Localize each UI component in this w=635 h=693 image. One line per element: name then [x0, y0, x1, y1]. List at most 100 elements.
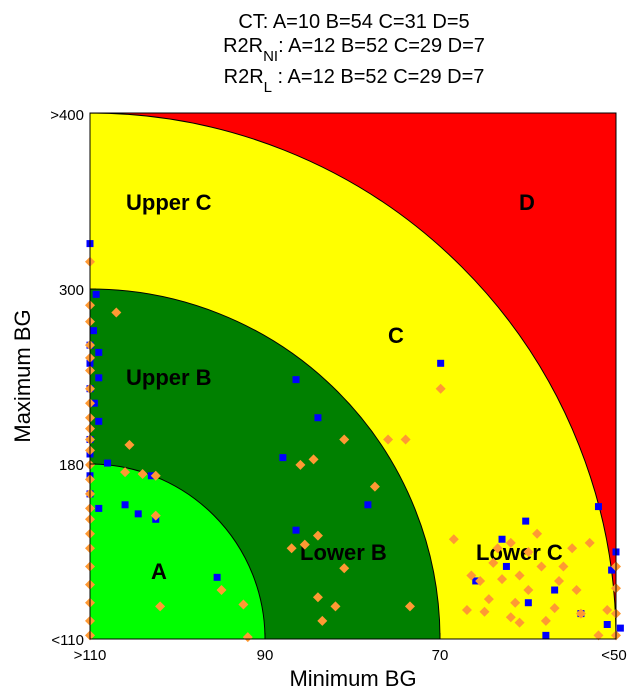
zone-label-upper-c: Upper C: [126, 190, 212, 215]
diamond-marker: [150, 510, 161, 521]
x-tick-label: 90: [257, 647, 274, 664]
diamond-marker: [312, 592, 323, 603]
diamond-marker: [339, 563, 350, 574]
diamond-marker: [308, 454, 319, 465]
diamond-marker: [295, 459, 306, 470]
title-line-3-subscript: L: [264, 79, 272, 96]
square-marker: [603, 620, 611, 628]
diamond-marker: [488, 557, 499, 568]
diamond-marker: [549, 603, 560, 614]
y-tick-label: 180: [59, 457, 84, 474]
diamond-marker: [532, 528, 543, 539]
zone-label-upper-b: Upper B: [126, 365, 212, 390]
y-tick-label: 300: [59, 282, 84, 299]
square-marker: [542, 631, 550, 639]
diamond-marker: [514, 617, 525, 628]
title-line-3: R2RL : A=12 B=52 C=29 D=7: [224, 66, 485, 96]
diamond-marker: [575, 608, 586, 619]
y-axis-label: Maximum BG: [10, 309, 35, 442]
zone-labels: Upper C D C Upper B Lower B Lower C A: [126, 190, 563, 584]
x-tick-labels: >110 90 70 <50: [74, 647, 627, 664]
title-line-2-suffix: : A=12 B=52 C=29 D=7: [278, 35, 485, 57]
square-marker: [524, 599, 532, 607]
diamond-marker: [137, 468, 148, 479]
diamond-marker: [317, 615, 328, 626]
square-marker: [134, 510, 142, 518]
diamond-marker: [312, 530, 323, 541]
zone-a-region: [90, 463, 266, 639]
diamond-marker: [536, 561, 547, 572]
title-line-3-suffix: : A=12 B=52 C=29 D=7: [272, 66, 484, 88]
zone-label-d: D: [519, 190, 535, 215]
square-marker: [92, 290, 100, 298]
square-marker: [522, 517, 530, 525]
zone-label-a: A: [151, 559, 167, 584]
square-marker: [616, 624, 624, 632]
diamond-marker: [461, 604, 472, 615]
zone-label-lower-c: Lower C: [476, 540, 563, 565]
diamond-marker: [523, 585, 534, 596]
diamond-marker: [475, 575, 486, 586]
diamond-marker: [238, 599, 249, 610]
square-marker: [90, 327, 98, 335]
diamond-marker: [150, 470, 161, 481]
title-line-2: R2RNI: A=12 B=52 C=29 D=7: [223, 35, 485, 65]
title-line-2-subscript: NI: [263, 48, 278, 65]
diamond-marker: [339, 434, 350, 445]
diamond-marker: [400, 434, 411, 445]
title-line-3-prefix: R2R: [224, 66, 264, 88]
diamond-marker: [404, 601, 415, 612]
diamond-marker: [523, 546, 534, 557]
diamond-marker: [299, 539, 310, 550]
diamond-marker: [571, 585, 582, 596]
diamond-marker: [540, 615, 551, 626]
y-tick-labels: <110 180 300 >400: [50, 107, 84, 649]
diamond-marker: [567, 543, 578, 554]
square-marker: [95, 374, 103, 382]
chart-title: CT: A=10 B=54 C=31 D=5 R2RNI: A=12 B=52 …: [223, 11, 485, 96]
y-tick-label: <110: [51, 632, 84, 649]
diamond-marker: [483, 594, 494, 605]
square-marker: [292, 526, 300, 534]
square-marker: [279, 454, 287, 462]
zone-label-c: C: [388, 323, 404, 348]
square-marker: [213, 573, 221, 581]
square-marker: [594, 503, 602, 511]
diamond-marker: [558, 561, 569, 572]
diamond-marker: [479, 606, 490, 617]
diamond-marker: [242, 632, 253, 643]
diamond-marker: [497, 574, 508, 585]
square-marker: [104, 459, 112, 467]
diamond-marker: [124, 439, 135, 450]
x-tick-label: 70: [432, 647, 449, 664]
diamond-marker: [514, 570, 525, 581]
diamond-marker: [584, 537, 595, 548]
diamond-marker: [492, 543, 503, 554]
square-marker: [95, 417, 103, 425]
diamond-marker: [155, 601, 166, 612]
square-marker: [608, 566, 616, 574]
y-tick-label: >400: [50, 107, 84, 124]
x-axis-label: Minimum BG: [289, 666, 416, 691]
diamond-marker: [383, 434, 394, 445]
square-marker: [95, 504, 103, 512]
square-marker: [437, 359, 445, 367]
diamond-marker: [505, 612, 516, 623]
diamond-marker: [602, 604, 613, 615]
diamond-marker: [111, 307, 122, 318]
square-marker: [95, 348, 103, 356]
diamond-marker: [330, 601, 341, 612]
diamond-marker: [120, 467, 131, 478]
diamond-marker: [510, 597, 521, 608]
square-marker: [121, 501, 129, 509]
diamond-marker: [466, 570, 477, 581]
diamond-marker: [448, 534, 459, 545]
zone-regions: [90, 113, 616, 639]
square-marker: [551, 586, 559, 594]
diamond-marker: [369, 481, 380, 492]
x-tick-label: <50: [601, 647, 626, 664]
diamond-marker: [554, 575, 565, 586]
plot-frame: [89, 112, 617, 640]
diamond-marker: [286, 543, 297, 554]
